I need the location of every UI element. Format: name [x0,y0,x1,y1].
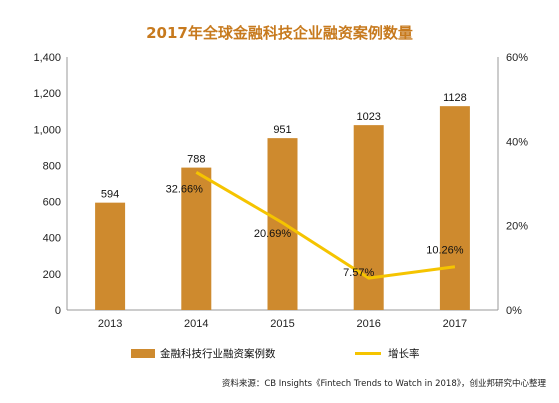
bar [439,106,470,310]
x-tick-label: 2013 [98,318,122,330]
chart-title: 2017年全球金融科技企业融资案例数量 [146,24,413,42]
bar [353,125,384,310]
bar-value-label: 788 [187,154,205,166]
y-right-tick-label: 40% [506,136,528,148]
line-value-label: 32.66% [166,183,204,195]
y-left-tick-label: 400 [43,233,61,245]
y-left-tick-label: 800 [43,160,61,172]
legend-bar-swatch [131,349,155,358]
legend-line-label: 增长率 [388,347,420,360]
y-right-tick-label: 20% [506,221,528,233]
plot-area: 0 200 400 600 800 1,000 1,200 1,400 0% 20% 40% 60% 2… [33,52,528,330]
y-left-tick-label: 600 [43,197,61,209]
y-left-tick-label: 1,000 [33,124,61,136]
y-left-tick-label: 200 [43,269,61,281]
y-left-tick-label: 1,400 [33,52,61,64]
line-value-label: 20.69% [254,228,292,240]
bar-value-label: 1023 [356,111,380,123]
line-value-label: 7.57% [343,267,374,279]
y-left-tick-label: 1,200 [33,88,61,100]
legend: 金融科技行业融资案例数 增长率 [131,347,420,360]
growth-line [195,170,456,280]
x-tick-label: 2014 [184,318,208,330]
legend-bar-label: 金融科技行业融资案例数 [160,347,276,360]
y-right-tick-label: 60% [506,52,528,64]
bar-value-label: 1128 [443,92,467,104]
line-value-label: 10.26% [426,245,464,257]
x-tick-label: 2016 [356,318,380,330]
bar [95,202,126,310]
bar-value-label: 951 [273,124,291,136]
y-left-tick-label: 0 [55,305,61,317]
x-tick-label: 2017 [443,318,467,330]
source-note: 资料来源：CB Insights《Fintech Trends to Watch… [222,378,547,389]
x-tick-label: 2015 [270,318,294,330]
y-right-tick-label: 0% [506,305,522,317]
bar-value-label: 594 [101,189,119,201]
bar [181,167,212,310]
